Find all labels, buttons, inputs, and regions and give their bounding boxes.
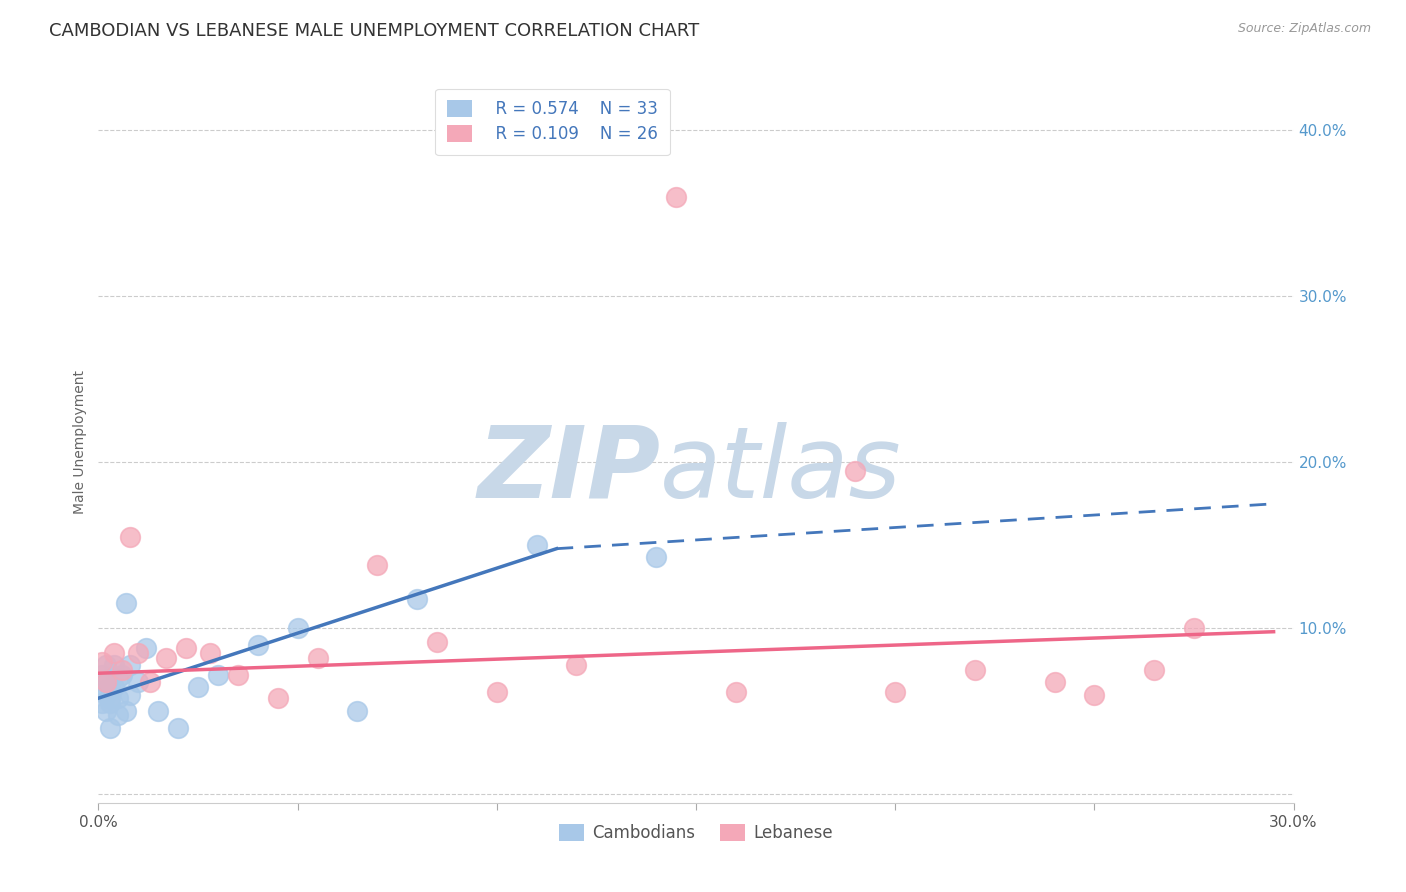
Point [526, 538, 548, 552]
Point [665, 189, 688, 203]
Point [91, 682, 114, 697]
Point [98, 721, 122, 735]
Point [107, 691, 129, 706]
Point [120, 688, 142, 702]
Text: Source: ZipAtlas.com: Source: ZipAtlas.com [1237, 22, 1371, 36]
Point [120, 657, 142, 672]
Point [426, 634, 449, 648]
Point [1083, 688, 1105, 702]
Point [98, 696, 122, 710]
Legend: Cambodians, Lebanese: Cambodians, Lebanese [553, 817, 839, 848]
Point [139, 674, 162, 689]
Point [963, 663, 986, 677]
Point [1043, 674, 1066, 689]
Point [366, 558, 388, 573]
Point [98, 691, 122, 706]
Point [115, 597, 138, 611]
Point [127, 674, 149, 689]
Point [120, 530, 142, 544]
Point [115, 705, 138, 719]
Y-axis label: Male Unemployment: Male Unemployment [73, 369, 87, 514]
Point [107, 707, 129, 722]
Point [844, 464, 866, 478]
Point [103, 646, 125, 660]
Point [1143, 663, 1166, 677]
Point [96, 688, 118, 702]
Point [565, 657, 588, 672]
Point [346, 705, 368, 719]
Point [884, 684, 907, 698]
Point [287, 621, 309, 635]
Point [167, 721, 190, 735]
Point [406, 591, 429, 606]
Point [96, 674, 118, 689]
Point [91, 655, 114, 669]
Point [91, 668, 114, 682]
Point [135, 641, 157, 656]
Point [103, 680, 125, 694]
Point [307, 651, 329, 665]
Point [207, 668, 229, 682]
Text: ZIP: ZIP [477, 422, 661, 519]
Point [96, 657, 118, 672]
Point [111, 668, 134, 682]
Text: CAMBODIAN VS LEBANESE MALE UNEMPLOYMENT CORRELATION CHART: CAMBODIAN VS LEBANESE MALE UNEMPLOYMENT … [49, 22, 699, 40]
Point [103, 657, 125, 672]
Point [127, 646, 149, 660]
Point [226, 668, 249, 682]
Point [246, 638, 269, 652]
Point [98, 680, 122, 694]
Point [187, 680, 209, 694]
Point [91, 696, 114, 710]
Point [645, 549, 668, 564]
Point [96, 705, 118, 719]
Point [198, 646, 221, 660]
Point [485, 684, 508, 698]
Point [1182, 621, 1205, 635]
Point [96, 674, 118, 689]
Text: atlas: atlas [661, 422, 901, 519]
Point [107, 671, 129, 685]
Point [174, 641, 197, 656]
Point [267, 691, 290, 706]
Point [155, 651, 177, 665]
Point [111, 663, 134, 677]
Point [148, 705, 170, 719]
Point [724, 684, 747, 698]
